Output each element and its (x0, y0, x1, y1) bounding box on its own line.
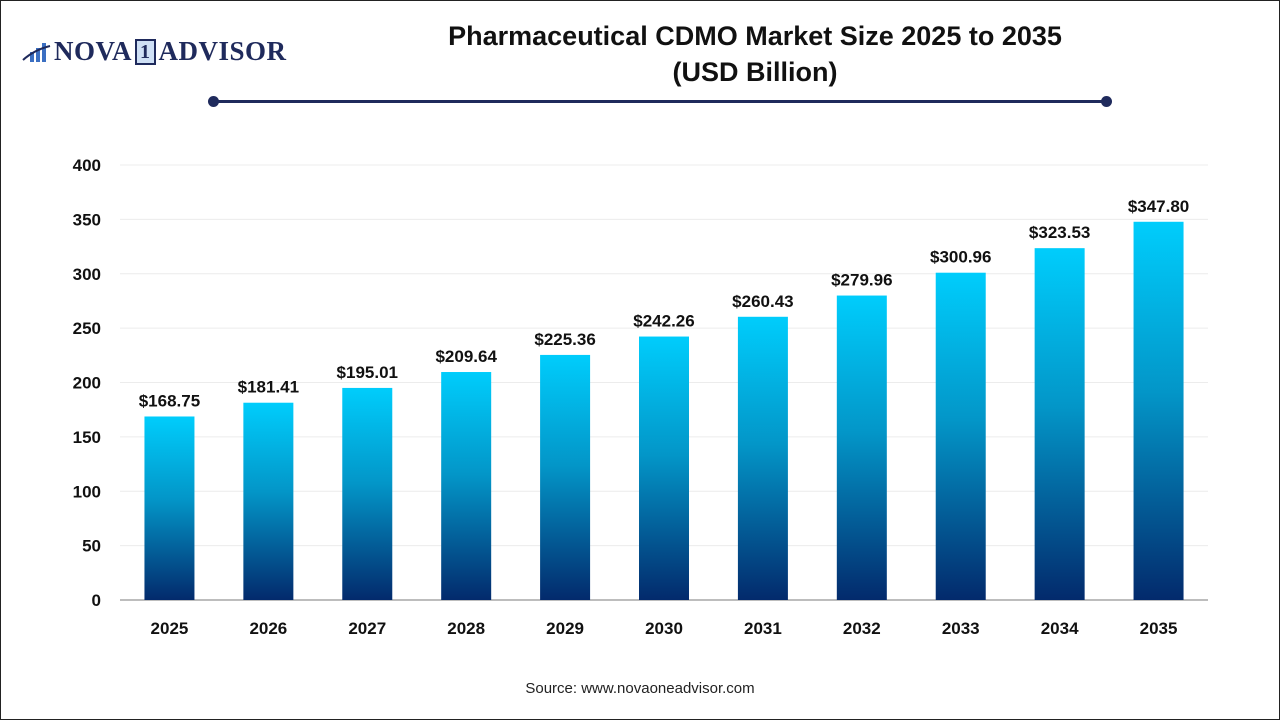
data-label: $209.64 (435, 347, 497, 366)
bar-chart-swoosh-icon (22, 42, 51, 62)
x-tick-label: 2030 (645, 619, 683, 638)
logo-text-advisor: ADVISOR (158, 36, 287, 66)
x-tick-label: 2034 (1041, 619, 1079, 638)
y-tick-label: 350 (73, 210, 101, 229)
data-label: $300.96 (930, 248, 991, 267)
logo-text-one: 1 (135, 38, 156, 65)
x-tick-label: 2033 (942, 619, 980, 638)
bar-2028 (441, 372, 492, 600)
x-tick-label: 2029 (546, 619, 584, 638)
underline-left-dot (208, 96, 219, 107)
source-note: Source: www.novaoneadvisor.com (525, 680, 755, 697)
logo-text-nova: NOVA (54, 36, 133, 66)
y-tick-label: 150 (73, 428, 101, 447)
data-label: $242.26 (633, 312, 694, 331)
x-tick-label: 2026 (249, 619, 287, 638)
logo: NOVA 1 ADVISOR (22, 36, 287, 67)
data-label: $181.41 (238, 378, 299, 397)
y-tick-label: 100 (73, 482, 101, 501)
chart-title-line2: (USD Billion) (672, 57, 838, 87)
data-label: $323.53 (1029, 223, 1090, 242)
x-tick-label: 2035 (1140, 619, 1178, 638)
bar-2034 (1034, 248, 1085, 600)
data-label: $260.43 (732, 292, 793, 311)
x-tick-label: 2027 (348, 619, 386, 638)
chart-title-line1: Pharmaceutical CDMO Market Size 2025 to … (448, 21, 1062, 51)
bar-2032 (836, 295, 887, 600)
x-tick-label: 2032 (843, 619, 881, 638)
bar-2030 (639, 336, 689, 600)
y-tick-label: 50 (82, 537, 101, 556)
y-tick-label: 400 (73, 156, 101, 175)
bar-2029 (540, 354, 591, 600)
bar-2035 (1133, 221, 1184, 600)
bar-2033 (935, 272, 986, 600)
data-label: $347.80 (1128, 197, 1189, 216)
x-tick-label: 2031 (744, 619, 782, 638)
bar-2026 (243, 402, 294, 600)
y-tick-label: 250 (73, 319, 101, 338)
y-tick-label: 300 (73, 265, 101, 284)
bar-2027 (342, 387, 393, 600)
underline-right-dot (1101, 96, 1112, 107)
bar-2031 (737, 316, 788, 600)
x-tick-label: 2028 (447, 619, 485, 638)
bar-2025 (144, 416, 195, 600)
y-tick-label: 200 (73, 374, 101, 393)
data-label: $168.75 (139, 391, 200, 410)
chart-title: Pharmaceutical CDMO Market Size 2025 to … (330, 18, 1180, 90)
data-label: $225.36 (534, 330, 595, 349)
title-underline (213, 100, 1106, 103)
data-label: $195.01 (337, 363, 398, 382)
y-tick-label: 0 (92, 591, 101, 610)
data-label: $279.96 (831, 271, 892, 290)
x-tick-label: 2025 (151, 619, 189, 638)
